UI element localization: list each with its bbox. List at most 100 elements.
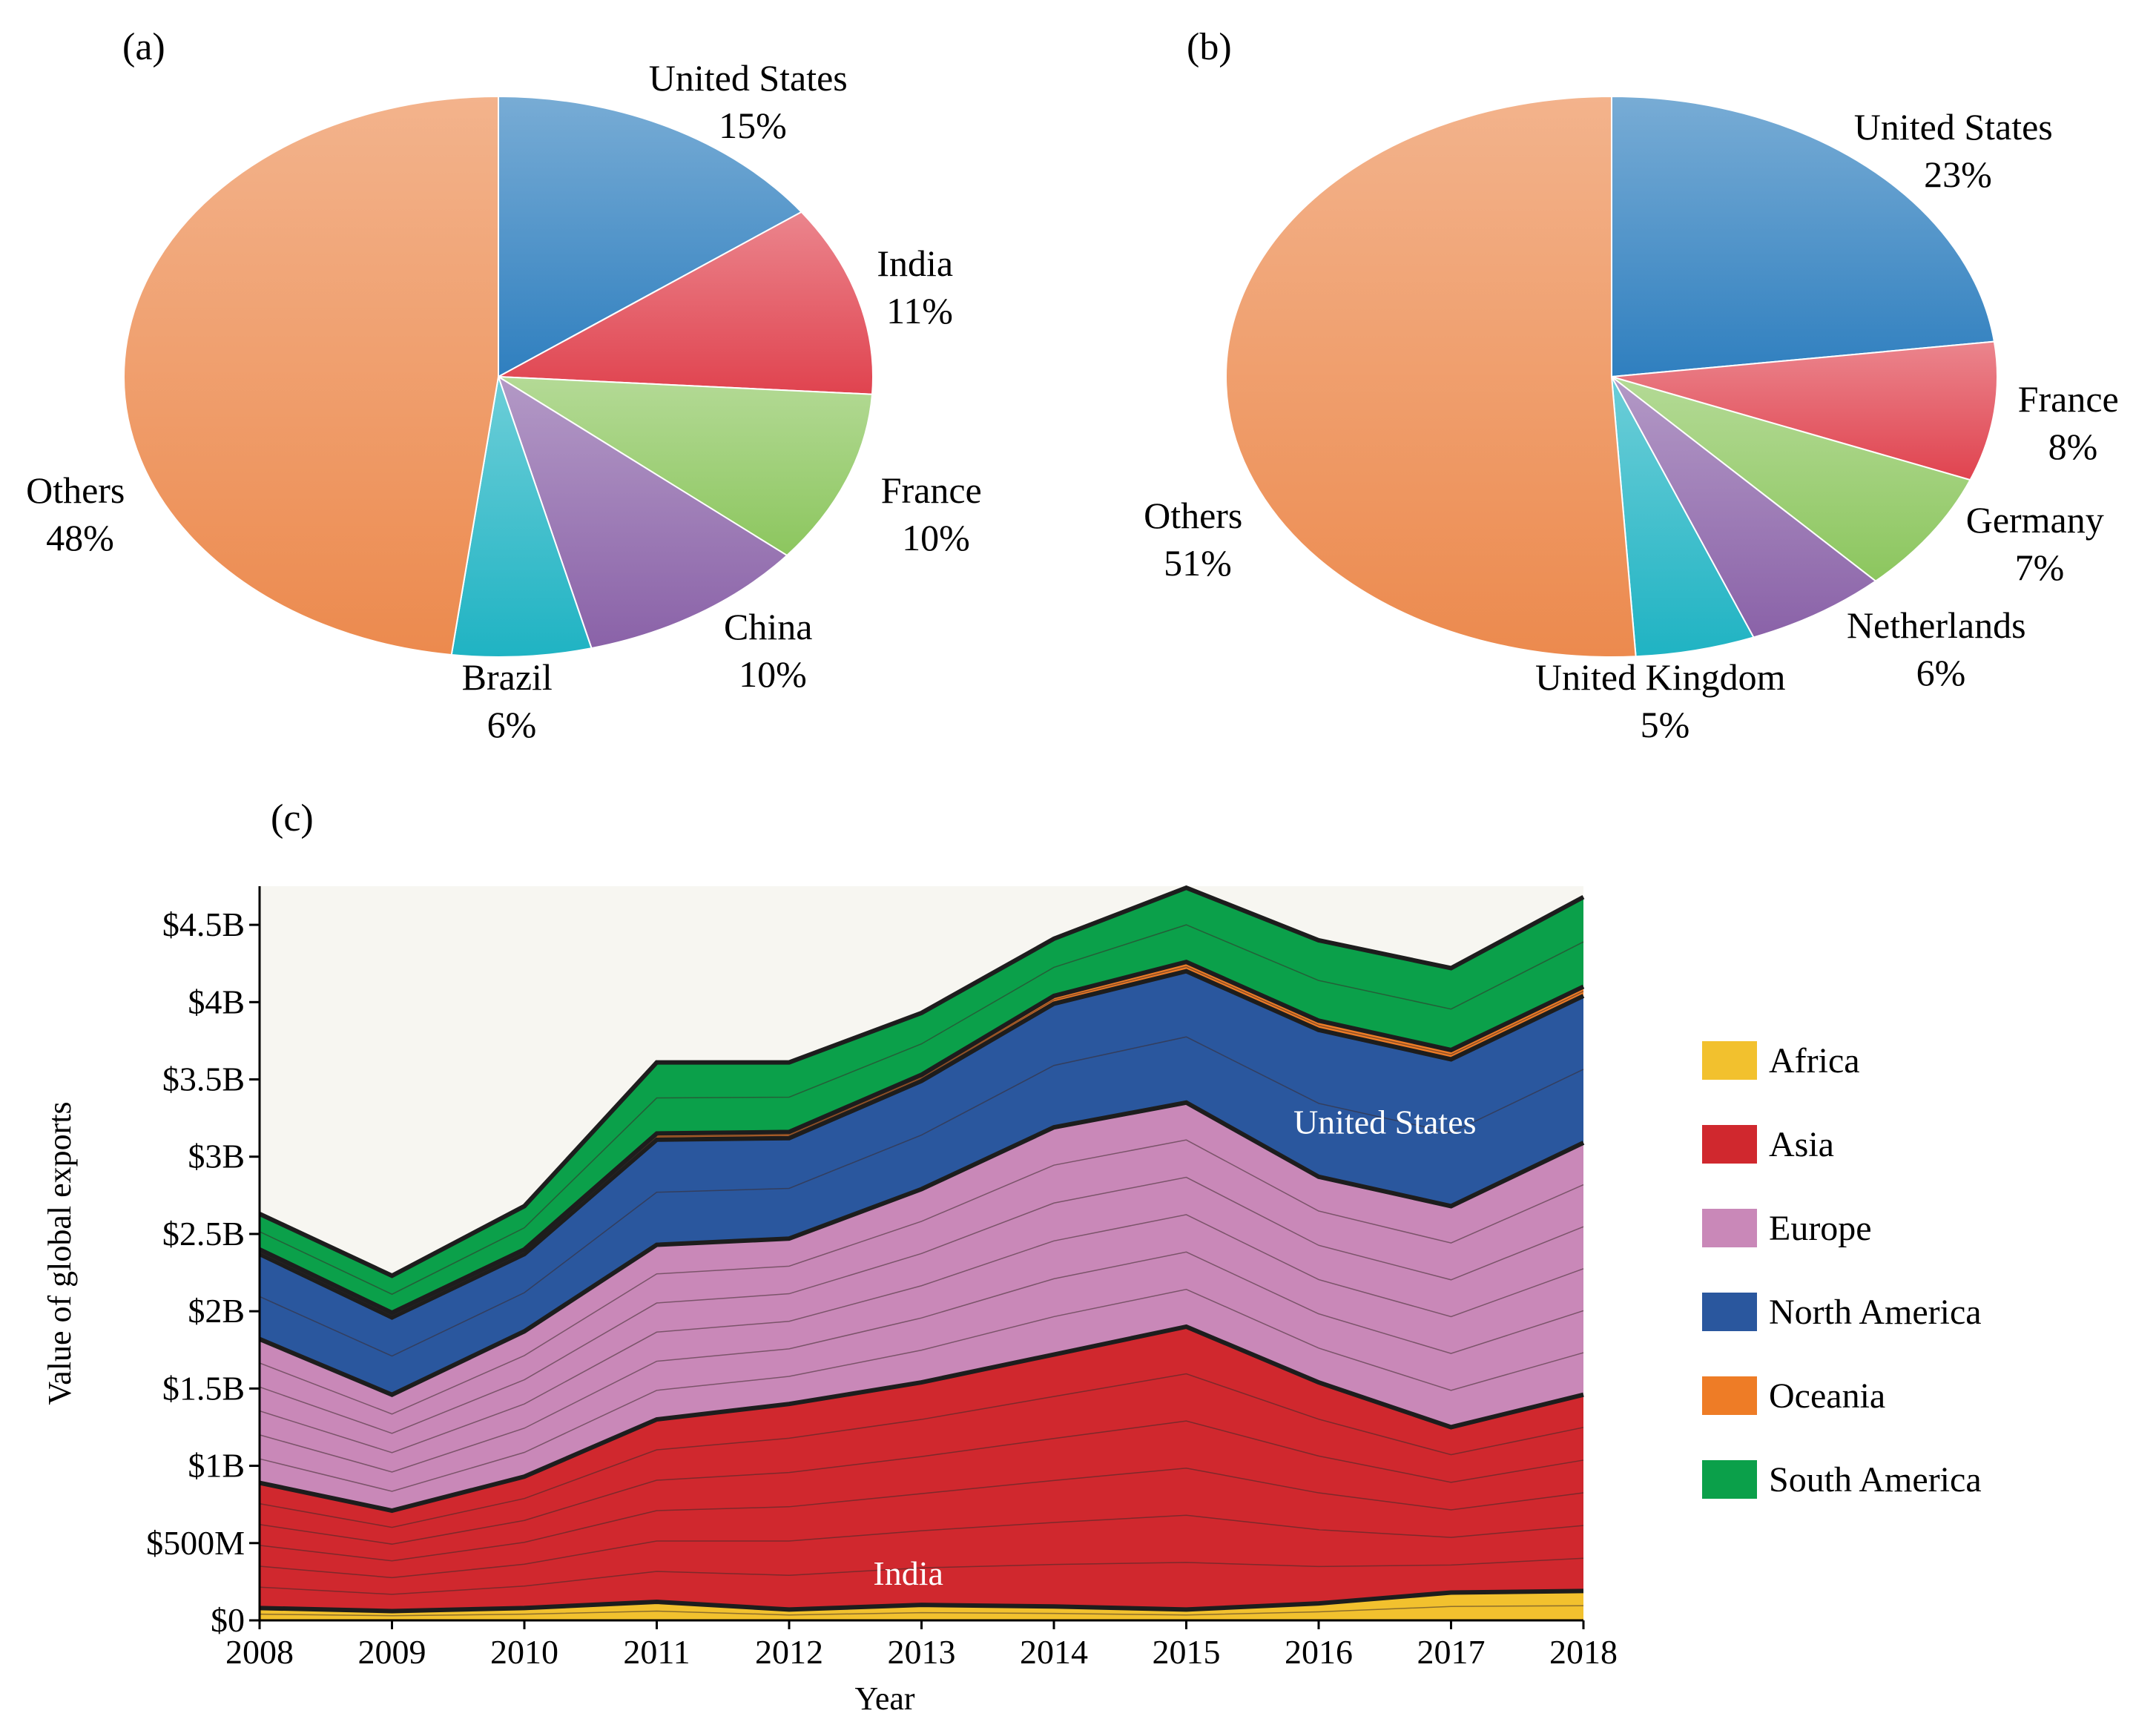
pie-b-labels: United States 23% France 8% Germany 7% N… [1144, 106, 2129, 745]
pie-a-slice-united-states [498, 95, 803, 378]
y-tick-label: $500M [146, 1524, 245, 1562]
y-tick-label: $4.5B [162, 905, 245, 943]
legend-label-oceania: Oceania [1769, 1376, 1885, 1416]
x-tick-label: 2018 [1549, 1633, 1618, 1671]
x-tick-label: 2017 [1417, 1633, 1486, 1671]
x-tick-label: 2008 [225, 1633, 294, 1671]
area-europe-subline [259, 1139, 1584, 1415]
area-south-america-subline [259, 924, 1584, 1296]
x-axis-title: Year [854, 1680, 914, 1717]
pie-b-label-united-states: United States 23% [1854, 106, 2063, 195]
x-tick-label: 2012 [755, 1633, 823, 1671]
stacked-area-chart: $0$500M$1B$1.5B$2B$2.5B$3B$3.5B$4B$4.5B … [42, 885, 1618, 1717]
area-europe-subline [259, 1176, 1584, 1434]
area-europe-subline [259, 1251, 1584, 1473]
pie-a-pct-china: 10% [739, 653, 807, 695]
pie-b-label-netherlands: Netherlands 6% [1847, 604, 2035, 693]
pie-a-pct-brazil: 6% [487, 704, 537, 745]
y-tick-label: $2B [188, 1292, 245, 1330]
area-africa-boundary [259, 1588, 1584, 1614]
pie-b-pct-france: 8% [2048, 426, 2098, 467]
area-asia-subline [259, 1373, 1584, 1528]
area-asia [260, 1327, 1583, 1611]
pie-b-pct-netherlands: 6% [1916, 652, 1966, 693]
pie-b-slice-others [1225, 95, 1637, 658]
x-axis: 2008 2009 2010 2011 2012 2013 2014 2015 2016 2017… [225, 1619, 1618, 1671]
legend-label-north-america: North America [1769, 1293, 1982, 1332]
pie-a-label-china: China 10% [724, 606, 822, 695]
pie-a-pct-others: 48% [46, 517, 114, 558]
area-separators [258, 885, 1585, 1617]
x-tick-label: 2013 [888, 1633, 956, 1671]
annotation-india: India [873, 1554, 943, 1592]
pie-a-label-others: Others 48% [26, 469, 134, 558]
pie-b-name-united-states: United States [1854, 106, 2053, 148]
legend-swatch-south-america [1702, 1460, 1757, 1499]
x-tick-label: 2015 [1153, 1633, 1221, 1671]
pie-chart-a [123, 95, 874, 658]
legend-swatch-europe [1702, 1209, 1757, 1247]
x-tick-label: 2014 [1020, 1633, 1088, 1671]
legend-swatch-north-america [1702, 1293, 1757, 1331]
area-europe-boundary [258, 1100, 1585, 1397]
pie-b-label-germany: Germany 7% [1966, 499, 2114, 588]
pie-b-name-others: Others [1144, 495, 1242, 536]
annotations: India United States [873, 1103, 1476, 1592]
pie-a-name-india: India [877, 242, 953, 284]
pie-b-name-france: France [2018, 378, 2119, 420]
annotation-united-states: United States [1293, 1103, 1477, 1141]
pie-b-slice-germany [1611, 376, 1971, 582]
legend-label-asia: Asia [1769, 1125, 1834, 1164]
pie-a-slice-france [495, 375, 874, 557]
pie-a-label-united-states: United States 15% [649, 57, 857, 146]
area-europe [260, 1102, 1583, 1511]
x-tick-label: 2016 [1285, 1633, 1353, 1671]
y-tick-label: $4B [188, 983, 245, 1020]
x-tick-label: 2011 [623, 1633, 690, 1671]
pie-b-pct-united-kingdom: 5% [1641, 704, 1690, 745]
pie-a-pct-india: 11% [886, 290, 953, 331]
pie-a-name-china: China [724, 606, 812, 647]
legend-swatch-oceania [1702, 1376, 1757, 1415]
area-asia-subline [259, 1514, 1584, 1579]
pie-a-name-united-states: United States [649, 57, 848, 99]
area-north-america-boundary [258, 969, 1585, 1320]
y-tick-label: $3.5B [162, 1060, 245, 1098]
pie-a-label-france: France 10% [881, 469, 992, 558]
pie-b-label-united-kingdom: United Kingdom 5% [1535, 656, 1795, 745]
pie-a-slice-china [497, 375, 788, 650]
y-tick-label: $1B [188, 1447, 245, 1485]
legend-label-europe: Europe [1769, 1209, 1872, 1248]
y-axis: $0 $500M $1B $1.5B $2B $2.5B $3B $3.5B $4B $4.5B [146, 886, 261, 1639]
area-oceania-boundary [258, 959, 1585, 1316]
legend-swatch-africa [1702, 1041, 1757, 1080]
y-tick-label: $2.5B [162, 1215, 245, 1253]
pie-a-name-others: Others [26, 469, 125, 511]
area-asia-subline [259, 1467, 1584, 1562]
pie-a-slice-brazil [450, 376, 593, 658]
area-north-america-subline [259, 1036, 1584, 1357]
panel-c-label: (c) [271, 797, 314, 839]
legend-swatch-asia [1702, 1125, 1757, 1164]
pie-a-label-brazil: Brazil 6% [462, 656, 562, 745]
panel-b-label: (b) [1187, 26, 1232, 68]
panel-a-label: (a) [122, 26, 165, 68]
pie-b-name-germany: Germany [1966, 499, 2104, 541]
pie-b-pct-germany: 7% [2015, 547, 2065, 588]
pie-a-slice-others [123, 95, 499, 656]
x-tick-label: 2010 [490, 1633, 558, 1671]
pie-chart-b [1225, 95, 1998, 658]
y-tick-label: $1.5B [162, 1369, 245, 1407]
pie-a-pct-france: 10% [902, 517, 970, 558]
area-europe-subline [259, 1288, 1584, 1492]
y-axis-title: Value of global exports [42, 1101, 78, 1405]
area-africa-subline [259, 1605, 1584, 1617]
pie-a-label-india: India 11% [877, 242, 962, 331]
pie-a-slice-india [495, 211, 874, 395]
area-south-america-boundary [258, 885, 1585, 1278]
pie-b-label-france: France 8% [2018, 378, 2129, 467]
pie-a-name-brazil: Brazil [462, 656, 553, 698]
pie-b-slice-united-states [1611, 95, 1996, 378]
y-tick-label: $0 [211, 1601, 245, 1639]
legend: Africa Asia Europe North America Oceania Sout… [1702, 1041, 1982, 1499]
